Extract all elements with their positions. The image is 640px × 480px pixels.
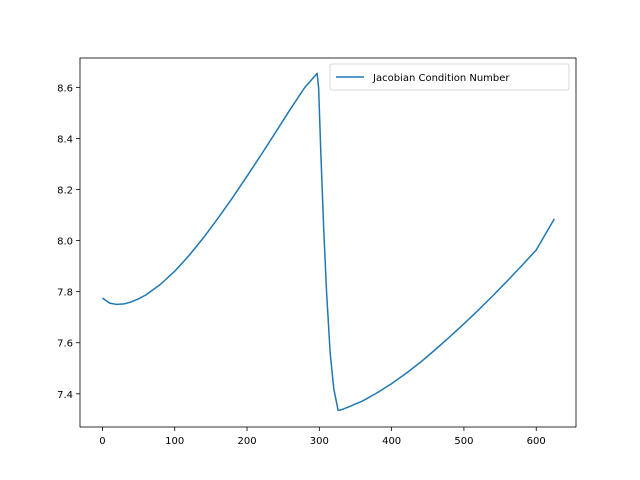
- legend: Jacobian Condition Number: [329, 63, 570, 91]
- x-tick-label: 600: [527, 436, 546, 447]
- series-layer: [101, 72, 555, 412]
- y-tick-label: 8.2: [57, 186, 73, 197]
- x-tick-label: 100: [165, 436, 184, 447]
- y-tick-label: 7.8: [57, 288, 73, 299]
- x-axis-ticks: 0 100 200 300 400 500 600: [99, 427, 546, 447]
- legend-box: [329, 63, 570, 91]
- y-axis-ticks: 7.4 7.6 7.8 8.0 8.2 8.4 8.6: [57, 83, 80, 401]
- x-tick-label: 300: [310, 436, 329, 447]
- y-tick-label: 8.0: [57, 237, 73, 248]
- x-tick-label: 0: [99, 436, 105, 447]
- y-tick-label: 7.4: [57, 390, 73, 401]
- x-tick-label: 400: [382, 436, 401, 447]
- plot-frame: [79, 57, 577, 428]
- x-tick-label: 500: [454, 436, 473, 447]
- series-line: [101, 72, 555, 412]
- y-tick-label: 7.6: [57, 339, 73, 350]
- y-tick-label: 8.6: [57, 83, 73, 94]
- x-tick-label: 200: [237, 436, 256, 447]
- legend-label: Jacobian Condition Number: [372, 73, 510, 84]
- y-tick-label: 8.4: [57, 134, 73, 145]
